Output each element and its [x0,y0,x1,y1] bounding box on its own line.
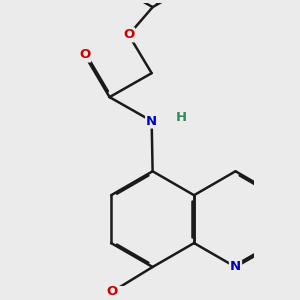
Text: N: N [230,260,241,274]
Text: O: O [79,49,90,62]
Text: N: N [146,115,157,128]
Text: H: H [176,111,187,124]
Text: O: O [123,28,134,41]
Text: O: O [106,285,118,298]
